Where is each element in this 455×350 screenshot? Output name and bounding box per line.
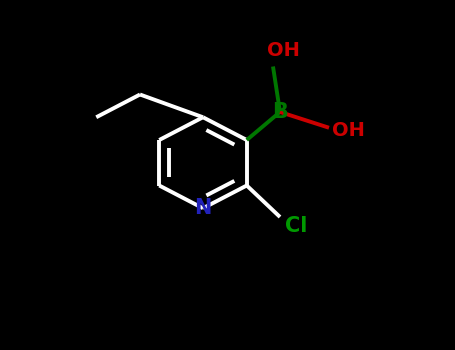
Text: OH: OH: [332, 121, 365, 140]
Text: B: B: [272, 102, 288, 122]
Text: OH: OH: [267, 41, 300, 60]
Text: Cl: Cl: [284, 216, 307, 236]
Text: N: N: [194, 198, 212, 218]
